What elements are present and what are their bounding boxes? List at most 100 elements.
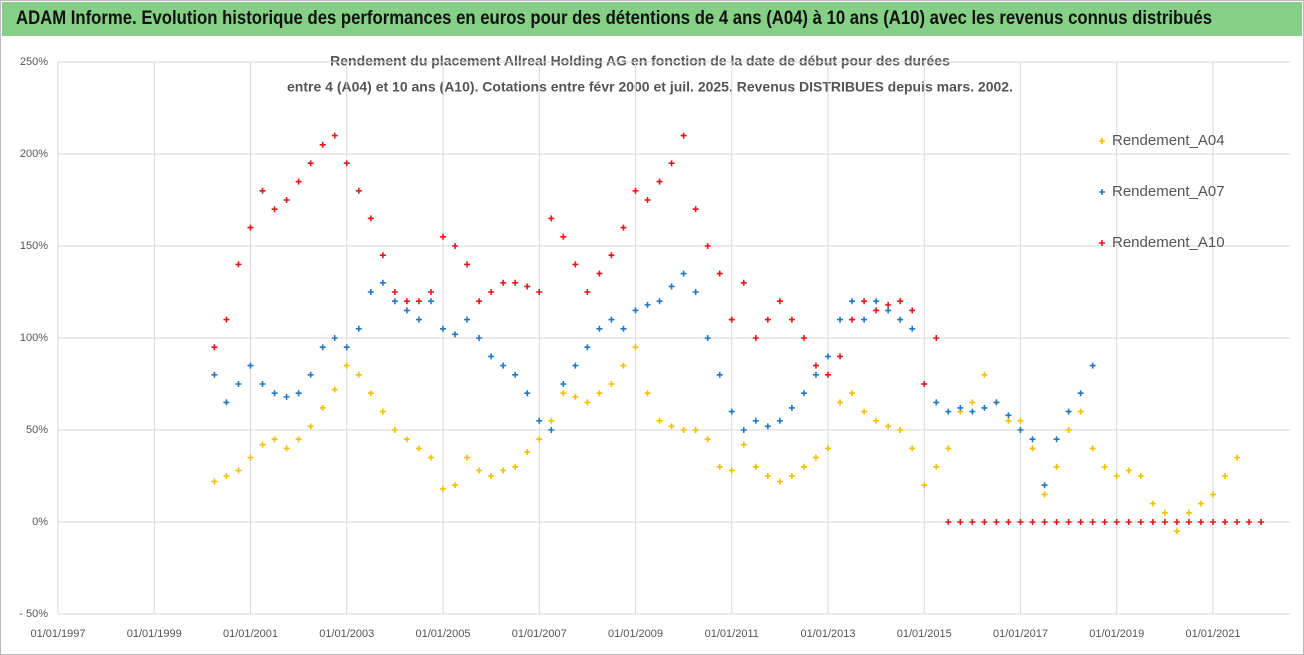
scatter-point (981, 371, 988, 378)
scatter-point (716, 371, 723, 378)
scatter-point (1089, 519, 1096, 525)
scatter-point (981, 519, 988, 525)
scatter-point (415, 298, 422, 305)
scatter-point (752, 463, 759, 470)
scatter-point (909, 325, 916, 332)
scatter-point (752, 417, 759, 424)
scatter-point (632, 344, 639, 351)
scatter-point (211, 344, 218, 351)
scatter-point (728, 316, 735, 323)
scatter-point (849, 316, 856, 323)
scatter-point (295, 436, 302, 443)
scatter-point (211, 371, 218, 378)
scatter-point (560, 233, 567, 240)
scatter-point (500, 467, 507, 474)
scatter-point (295, 390, 302, 397)
chart-subtitle: Rendement du placement Allreal Holding A… (330, 53, 950, 69)
x-tick-label: 01/01/2005 (415, 628, 470, 640)
scatter-point (572, 261, 579, 268)
scatter-point (1017, 417, 1024, 424)
scatter-point (1185, 509, 1192, 516)
scatter-point (500, 362, 507, 369)
x-tick-label: 01/01/2009 (608, 628, 663, 640)
scatter-point (873, 307, 880, 314)
scatter-point (933, 463, 940, 470)
scatter-point (1234, 454, 1241, 461)
scatter-point (1089, 445, 1096, 452)
scatter-point (223, 316, 230, 323)
scatter-point (403, 307, 410, 314)
legend-marker (1099, 138, 1105, 144)
scatter-point (1029, 445, 1036, 452)
y-tick-label: 50% (26, 424, 48, 436)
scatter-point (1029, 436, 1036, 443)
scatter-point (259, 381, 266, 387)
scatter-point (355, 187, 362, 194)
scatter-point (223, 473, 230, 479)
scatter-point (837, 316, 844, 323)
scatter-point (464, 261, 471, 268)
scatter-point (295, 178, 302, 185)
scatter-point (885, 423, 892, 430)
scatter-point (632, 187, 639, 194)
scatter-point (367, 289, 374, 295)
scatter-point (873, 298, 880, 305)
scatter-point (1101, 463, 1108, 470)
scatter-point (1258, 519, 1265, 525)
scatter-point (885, 301, 892, 308)
scatter-point (1113, 473, 1120, 479)
scatter-point (500, 279, 507, 286)
scatter-point (885, 307, 892, 314)
y-tick-label: 250% (20, 56, 48, 68)
scatter-point (536, 436, 543, 443)
scatter-point (620, 325, 627, 332)
scatter-point (825, 371, 831, 378)
scatter-point (608, 252, 615, 259)
y-tick-label: 200% (20, 148, 48, 160)
scatter-point (427, 289, 434, 295)
scatter-point (235, 467, 242, 474)
scatter-point (331, 132, 338, 139)
legend-label: Rendement_A07 (1112, 183, 1225, 200)
scatter-point (644, 301, 651, 308)
scatter-point (464, 316, 471, 323)
scatter-point (861, 316, 868, 323)
scatter-point (524, 449, 531, 456)
scatter-point (1185, 519, 1192, 525)
scatter-point (1125, 519, 1132, 525)
scatter-point (1089, 362, 1096, 369)
scatter-point (656, 417, 663, 424)
scatter-point (379, 408, 386, 415)
legend-label: Rendement_A04 (1112, 132, 1225, 149)
scatter-point (861, 408, 868, 415)
scatter-point (1077, 519, 1084, 525)
y-tick-label: - 50% (19, 608, 48, 620)
scatter-point (488, 289, 495, 295)
scatter-point (1210, 519, 1216, 525)
scatter-point (668, 160, 675, 167)
scatter-point (283, 393, 290, 400)
scatter-point (427, 298, 434, 305)
scatter-point (1005, 412, 1012, 419)
scatter-point (764, 316, 771, 323)
scatter-point (560, 390, 567, 397)
scatter-point (776, 417, 783, 424)
scatter-point (740, 427, 747, 433)
scatter-point (235, 381, 242, 387)
scatter-point (524, 390, 531, 397)
scatter-point (897, 427, 904, 433)
scatter-point (572, 362, 579, 369)
scatter-point (1125, 467, 1132, 474)
scatter-point (247, 362, 254, 369)
scatter-point (1246, 519, 1253, 525)
scatter-point (608, 381, 615, 387)
x-tick-label: 01/01/2021 (1185, 628, 1240, 640)
scatter-point (1065, 427, 1072, 433)
scatter-point (1041, 519, 1048, 525)
x-tick-label: 01/01/2001 (223, 628, 278, 640)
scatter-point (921, 482, 928, 489)
scatter-point (1149, 519, 1156, 525)
scatter-point (271, 436, 278, 443)
